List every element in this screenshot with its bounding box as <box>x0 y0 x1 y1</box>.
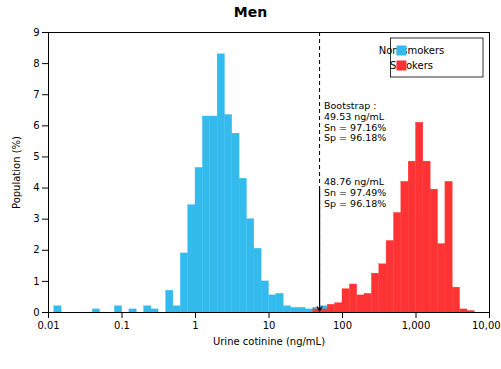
svg-text:Smokers: Smokers <box>390 60 433 71</box>
svg-text:Non-smokers: Non-smokers <box>379 45 445 56</box>
svg-text:1: 1 <box>192 320 198 331</box>
svg-text:8: 8 <box>33 58 39 69</box>
svg-text:9: 9 <box>33 27 39 38</box>
svg-text:0.1: 0.1 <box>114 320 130 331</box>
svg-text:0.01: 0.01 <box>37 320 59 331</box>
svg-text:10,000: 10,000 <box>472 320 501 331</box>
svg-text:5: 5 <box>33 151 39 162</box>
svg-text:Bootstrap :49.53 ng/mLSn = 97.: Bootstrap :49.53 ng/mLSn = 97.16%Sp = 96… <box>324 100 386 144</box>
svg-text:0: 0 <box>33 307 39 318</box>
svg-text:Population (%): Population (%) <box>11 136 22 209</box>
svg-text:3: 3 <box>33 213 39 224</box>
svg-text:4: 4 <box>33 182 39 193</box>
svg-text:10: 10 <box>263 320 276 331</box>
svg-text:6: 6 <box>33 120 39 131</box>
svg-text:1: 1 <box>33 276 39 287</box>
svg-text:48.76 ng/mLSn = 97.49%Sp = 96.: 48.76 ng/mLSn = 97.49%Sp = 96.18% <box>324 176 386 209</box>
svg-text:7: 7 <box>33 89 39 100</box>
html-text:Men: Men <box>233 4 268 20</box>
svg-text:Urine cotinine (ng/mL): Urine cotinine (ng/mL) <box>213 336 325 347</box>
svg-text:1,000: 1,000 <box>402 320 431 331</box>
svg-text:100: 100 <box>333 320 352 331</box>
svg-text:2: 2 <box>33 244 39 255</box>
